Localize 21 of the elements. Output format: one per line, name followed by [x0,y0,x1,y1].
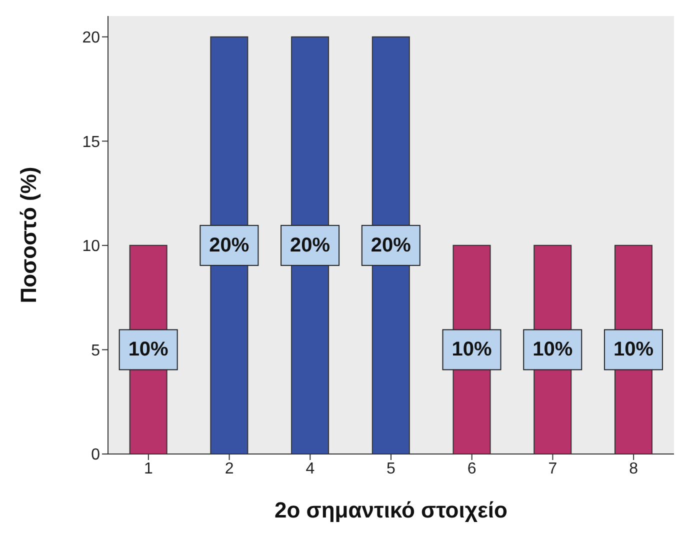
x-axis-title: 2ο σημαντικό στοιχείο [274,498,508,523]
x-tick-label: 1 [144,460,153,478]
data-label: 20% [209,234,250,256]
y-axis-title: Ποσοστό (%) [16,166,41,304]
y-tick-label: 0 [91,446,100,464]
x-tick-label: 4 [306,460,315,478]
data-label: 10% [452,338,492,361]
x-tick-label: 7 [548,460,558,478]
y-tick-label: 5 [91,342,100,360]
y-tick-label: 15 [82,134,100,151]
data-label: 10% [128,338,169,361]
data-label: 20% [290,234,330,256]
x-tick-label: 8 [629,460,638,478]
y-tick-label: 10 [82,238,100,256]
data-label: 10% [613,338,654,361]
x-tick-label: 6 [467,460,476,478]
data-label: 20% [370,234,412,256]
x-tick-label: 5 [386,460,396,478]
y-tick-label: 20 [82,30,100,47]
x-tick-label: 2 [224,460,234,478]
data-label: 10% [532,338,573,361]
